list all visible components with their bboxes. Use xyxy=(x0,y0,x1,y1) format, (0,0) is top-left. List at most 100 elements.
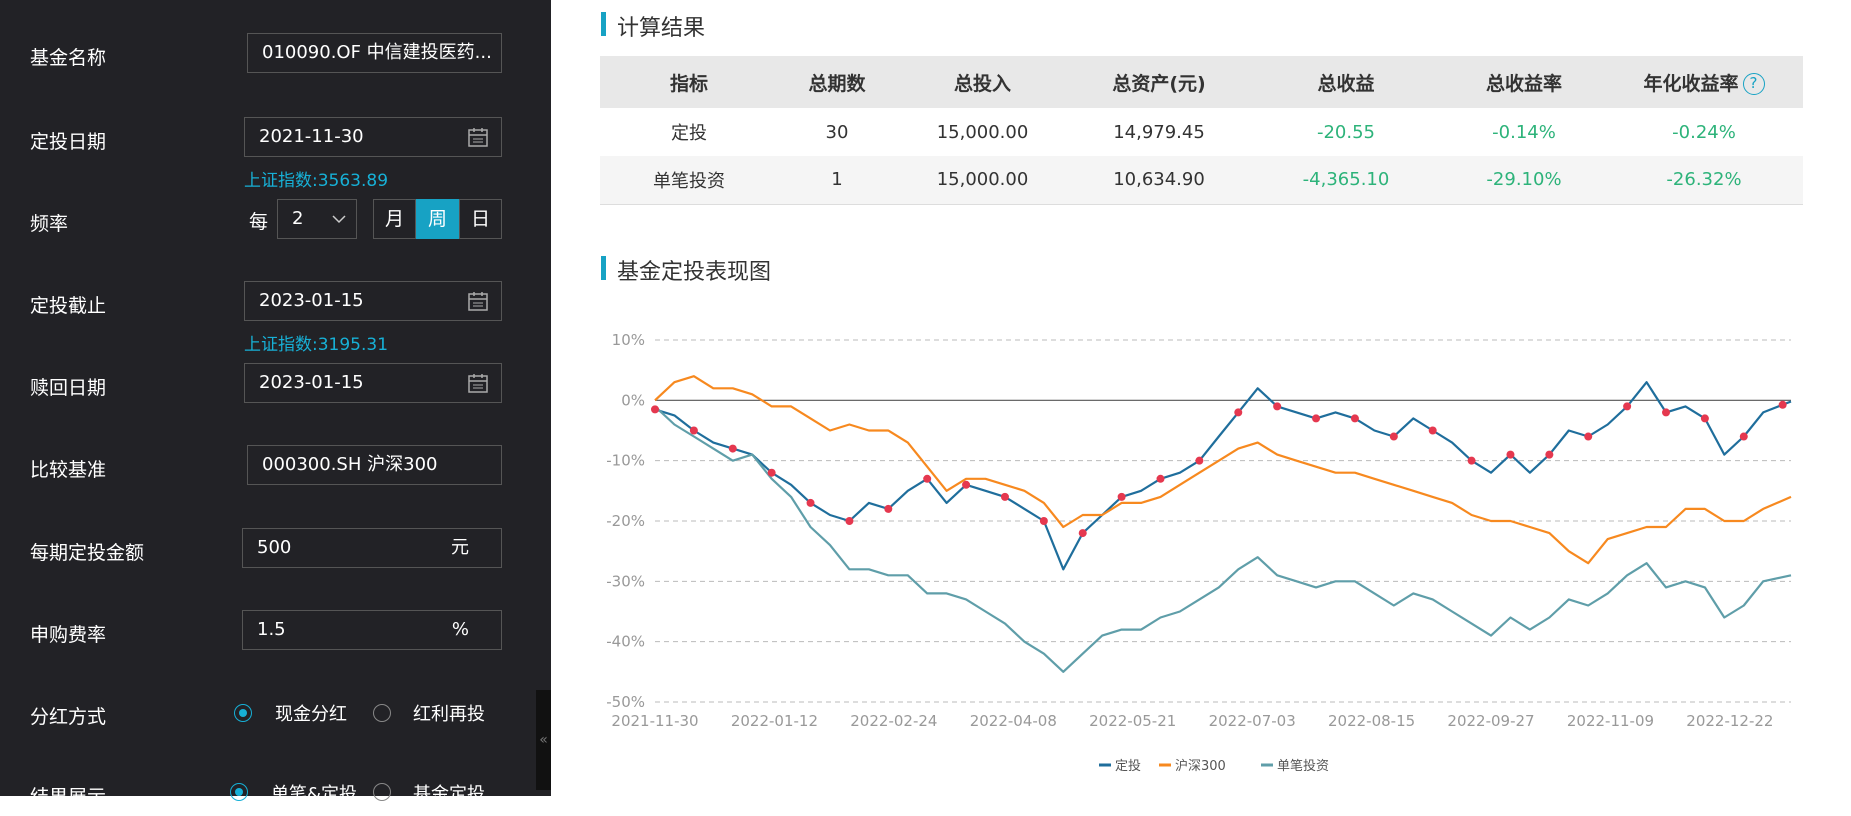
fund-name-input[interactable]: 010090.OF 中信建投医药... xyxy=(247,33,502,73)
investment-marker xyxy=(1739,432,1748,441)
table-cell: 单笔投资 xyxy=(600,156,778,205)
calendar-icon[interactable] xyxy=(467,290,489,312)
amount-input[interactable]: 500 元 xyxy=(242,528,502,568)
column-header: 指标 xyxy=(600,56,778,108)
table-cell: 15,000.00 xyxy=(936,121,1029,143)
investment-marker xyxy=(884,504,893,513)
investment-marker xyxy=(1545,450,1554,459)
investment-marker xyxy=(1662,408,1671,417)
redeem-date-row: 赎回日期 2023-01-15 xyxy=(0,363,551,407)
fee-label: 申购费率 xyxy=(30,624,107,646)
end-index-hint: 上证指数:3195.31 xyxy=(244,335,389,355)
investment-marker xyxy=(1506,450,1515,459)
table-cell: -0.24% xyxy=(1672,121,1736,143)
freq-option-week[interactable]: 周 xyxy=(416,199,459,239)
x-tick-label: 2022-07-03 xyxy=(1209,712,1296,730)
investment-marker xyxy=(767,468,776,477)
redeem-date-value: 2023-01-15 xyxy=(259,372,364,393)
display-both-label[interactable]: 单笔&定投 xyxy=(271,784,358,805)
investment-marker xyxy=(1273,402,1282,411)
freq-option-month[interactable]: 月 xyxy=(373,199,416,239)
investment-marker xyxy=(1778,400,1787,409)
benchmark-input[interactable]: 000300.SH 沪深300 xyxy=(247,445,502,485)
amount-row: 每期定投金额 500 元 xyxy=(0,528,551,572)
start-date-value: 2021-11-30 xyxy=(259,126,364,147)
display-both-radio[interactable] xyxy=(230,783,248,801)
results-table: 指标 总期数 总投入 总资产(元) 总收益 总收益率 年化收益率? 定投 30 … xyxy=(600,56,1803,205)
redeem-date-input[interactable]: 2023-01-15 xyxy=(244,363,502,403)
settings-panel: 基金名称 010090.OF 中信建投医药... 定投日期 2021-11-30… xyxy=(0,0,551,808)
freq-option-day[interactable]: 日 xyxy=(459,199,502,239)
frequency-row: 频率 每 2 月 周 日 xyxy=(0,199,551,243)
column-header: 总收益 xyxy=(1249,56,1443,108)
investment-marker xyxy=(923,474,932,483)
table-cell: 1 xyxy=(778,156,896,205)
table-cell: -4,365.10 xyxy=(1249,156,1443,205)
fee-input[interactable]: 1.5 % xyxy=(242,610,502,650)
table-header-row: 指标 总期数 总投入 总资产(元) 总收益 总收益率 年化收益率? xyxy=(600,56,1803,108)
investment-marker xyxy=(1000,492,1009,501)
fee-value: 1.5 xyxy=(257,619,286,640)
fund-name-row: 基金名称 010090.OF 中信建投医药... xyxy=(0,33,551,77)
question-icon[interactable]: ? xyxy=(1742,73,1765,95)
display-fixed-radio[interactable] xyxy=(373,783,391,801)
start-date-input[interactable]: 2021-11-30 xyxy=(244,117,502,157)
investment-marker xyxy=(1467,456,1476,465)
investment-marker xyxy=(689,426,698,435)
series-line xyxy=(654,375,1792,565)
investment-marker xyxy=(845,517,854,525)
column-header-label: 年化收益率 xyxy=(1643,72,1739,95)
table-cell: -29.10% xyxy=(1443,156,1605,205)
frequency-label: 频率 xyxy=(30,213,69,235)
fee-unit: % xyxy=(451,619,469,640)
investment-marker xyxy=(1078,529,1087,538)
y-tick-label: -40% xyxy=(606,633,645,651)
investment-marker xyxy=(1195,456,1204,465)
series-line xyxy=(654,381,1792,571)
investment-marker xyxy=(1623,402,1632,411)
investment-marker xyxy=(1350,414,1359,423)
x-tick-label: 2022-12-22 xyxy=(1686,712,1773,730)
performance-chart: 10% 0% -10% -20% -30% -40% -50%2021-11-30 2022-… xyxy=(606,331,1792,774)
investment-marker xyxy=(728,444,737,453)
investment-marker xyxy=(1156,474,1165,483)
amount-value: 500 xyxy=(257,537,292,558)
table-cell: 10,634.90 xyxy=(1069,156,1249,205)
results-title: 计算结果 xyxy=(601,10,705,42)
column-header: 总投入 xyxy=(896,56,1069,108)
end-date-label: 定投截止 xyxy=(30,295,107,317)
amount-label: 每期定投金额 xyxy=(30,542,145,564)
legend-label: 定投 xyxy=(1115,758,1141,774)
column-header-annualized: 年化收益率? xyxy=(1605,56,1803,108)
series-line xyxy=(654,405,1792,673)
frequency-count-select[interactable]: 2 xyxy=(277,199,357,239)
investment-marker xyxy=(1234,408,1243,417)
investment-marker xyxy=(1389,432,1398,441)
legend-label: 沪深300 xyxy=(1175,758,1226,774)
x-tick-label: 2022-01-12 xyxy=(731,712,818,730)
x-tick-label: 2022-02-24 xyxy=(850,712,937,730)
calendar-icon[interactable] xyxy=(467,126,489,148)
end-date-input[interactable]: 2023-01-15 xyxy=(244,281,502,321)
chart-title: 基金定投表现图 xyxy=(601,254,771,286)
dividend-reinvest-radio[interactable] xyxy=(373,704,391,722)
y-tick-label: 10% xyxy=(612,331,645,349)
dividend-cash-radio[interactable] xyxy=(234,704,252,722)
table-cell: 14,979.45 xyxy=(1113,121,1205,143)
amount-unit: 元 xyxy=(451,537,469,558)
end-date-row: 定投截止 2023-01-15 xyxy=(0,281,551,325)
y-tick-label: 0% xyxy=(621,391,645,409)
x-tick-label: 2021-11-30 xyxy=(611,712,698,730)
dividend-row: 分红方式 现金分红 红利再投 xyxy=(0,692,551,736)
table-cell: 定投 xyxy=(671,123,707,144)
calendar-icon[interactable] xyxy=(467,372,489,394)
dividend-cash-label[interactable]: 现金分红 xyxy=(275,704,347,725)
frequency-count-value: 2 xyxy=(292,208,304,229)
collapse-panel-handle[interactable]: « xyxy=(536,690,551,790)
table-cell: 15,000.00 xyxy=(896,156,1069,205)
display-fixed-label[interactable]: 基金定投 xyxy=(413,784,485,805)
fee-row: 申购费率 1.5 % xyxy=(0,610,551,654)
table-row: 单笔投资 1 15,000.00 10,634.90 -4,365.10 -29… xyxy=(600,156,1803,205)
dividend-reinvest-label[interactable]: 红利再投 xyxy=(413,704,485,725)
table-cell: -26.32% xyxy=(1605,156,1803,205)
